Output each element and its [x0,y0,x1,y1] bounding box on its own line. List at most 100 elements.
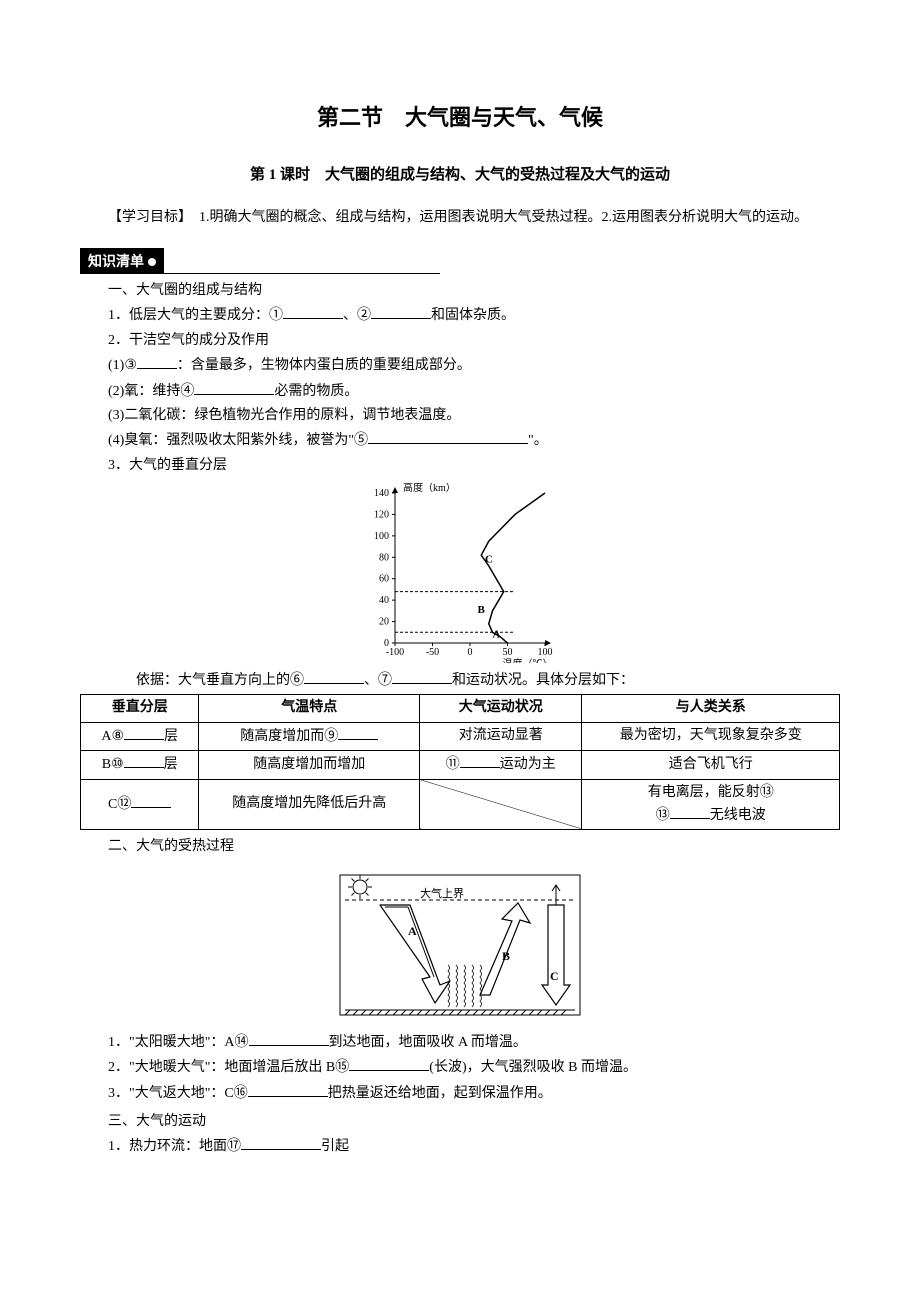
layers-table: 垂直分层 气温特点 大气运动状况 与人类关系 A⑧ 层 随高度增加而⑨ 对流运动显… [80,694,840,830]
svg-text:C: C [485,554,493,566]
sec1-line2: 2．干洁空气的成分及作用 [108,330,840,352]
text: 把热量返还给地面，起到保温作用。 [328,1086,552,1101]
blank-7[interactable] [392,669,452,684]
svg-text:100: 100 [374,531,389,542]
section-label: 知识清单 [80,248,164,274]
svg-text:100: 100 [538,647,553,658]
sec3-line1: 1．热力环流：地面⑰ 引起 [108,1135,840,1158]
blank-4[interactable] [194,380,274,395]
text: 、② [343,308,371,323]
text: 2．"大地暖大气"：地面增温后放出 B⑮ [108,1060,349,1075]
blank-17[interactable] [241,1135,321,1150]
cell-a-temp: 随高度增加而⑨ [199,722,420,750]
text: 必需的物质。 [274,384,358,399]
svg-text:50: 50 [503,647,513,658]
blank-13[interactable] [670,804,710,819]
sec1-line2-3: (3)二氧化碳：绿色植物光合作用的原料，调节地表温度。 [108,405,840,427]
th-temp: 气温特点 [199,695,420,722]
sec1-line2-2: (2)氧：维持④必需的物质。 [108,380,840,403]
table-row: C⑫ 随高度增加先降低后升高 有电离层，能反射⑬⑬无线电波无线电波 [81,779,840,830]
text: 依据：大气垂直方向上的⑥ [136,673,304,688]
sec2-line3: 3．"大气返大地"：C⑯ 把热量返还给地面，起到保温作用。 [108,1082,840,1105]
svg-text:140: 140 [374,488,389,499]
blank-10[interactable] [124,753,164,768]
th-layer: 垂直分层 [81,695,199,722]
svg-text:大气上界: 大气上界 [420,886,464,900]
text: 1．低层大气的主要成分：① [108,308,283,323]
text: 运动为主 [500,757,556,772]
text: (1)③ [108,358,137,373]
blank-16[interactable] [248,1082,328,1097]
svg-text:20: 20 [379,617,389,628]
blank-8[interactable] [124,725,164,740]
text: 层 [164,729,178,744]
th-relation: 与人类关系 [582,695,840,722]
text: 到达地面，地面吸收 A 而增温。 [329,1035,527,1050]
blank-11[interactable] [460,753,500,768]
sec1-line2-4: (4)臭氧：强烈吸收太阳紫外线，被誉为"⑤ "。 [108,429,840,452]
learning-objectives: 【学习目标】 1.明确大气圈的概念、组成与结构，运用图表说明大气受热过程。2.运… [80,207,840,229]
text: ⑬ [656,808,670,823]
blank-12[interactable] [131,793,171,808]
basis: 依据：大气垂直方向上的⑥ 、⑦ 和运动状况。具体分层如下： [108,669,840,692]
text: B⑩ [102,757,124,772]
th-motion: 大气运动状况 [419,695,581,722]
basis-line: 依据：大气垂直方向上的⑥ 、⑦ 和运动状况。具体分层如下： [108,669,840,692]
text: 层 [164,757,178,772]
blank-9[interactable] [338,725,378,740]
blank-15[interactable] [349,1056,429,1071]
text: 引起 [321,1139,349,1154]
svg-text:60: 60 [379,574,389,585]
text: ⑪ [446,757,460,772]
heat-diagram: 大气上界 A B C [80,865,840,1025]
text: 3．"大气返大地"：C⑯ [108,1086,248,1101]
blank-14[interactable] [249,1031,329,1046]
text: 1．热力环流：地面⑰ [108,1139,241,1154]
svg-text:A: A [408,924,417,938]
cell-a-layer: A⑧ 层 [81,722,199,750]
svg-text:C: C [550,969,559,983]
svg-text:B: B [502,949,510,963]
text: "。 [528,433,548,448]
text: 1．"太阳暖大地"：A⑭ [108,1035,249,1050]
sec1-heading: 一、大气圈的组成与结构 [108,280,840,302]
text: 和固体杂质。 [431,308,515,323]
blank-3[interactable] [137,354,177,369]
text: A⑧ [101,729,124,744]
blank-2[interactable] [371,304,431,319]
main-title: 第二节 大气圈与天气、气候 [80,100,840,135]
text: C⑫ [108,797,131,812]
sub-title: 第 1 课时 大气圈的组成与结构、大气的受热过程及大气的运动 [80,163,840,187]
sec1-line2-1: (1)③ ：含量最多，生物体内蛋白质的重要组成部分。 [108,354,840,377]
text: ：含量最多，生物体内蛋白质的重要组成部分。 [177,358,471,373]
svg-text:高度（km）: 高度（km） [403,483,456,494]
cell-a-motion: 对流运动显著 [419,722,581,750]
atmosphere-chart: 020406080100120140高度（km）-100-50050100温度（… [80,483,840,663]
text: 、⑦ [364,673,392,688]
svg-text:40: 40 [379,595,389,606]
svg-text:80: 80 [379,552,389,563]
cell-c-temp: 随高度增加先降低后升高 [199,779,420,830]
section-2-text: 1．"太阳暖大地"：A⑭ 到达地面，地面吸收 A 而增温。 2．"大地暖大气"：地… [108,1031,840,1159]
text: 有电离层，能反射⑬ [648,785,774,800]
svg-text:A: A [493,629,501,641]
svg-text:-50: -50 [426,647,439,658]
text: 和运动状况。具体分层如下： [452,673,634,688]
cell-b-relation: 适合飞机飞行 [582,751,840,779]
section-2: 二、大气的受热过程 [108,836,840,858]
sec2-line2: 2．"大地暖大气"：地面增温后放出 B⑮(长波)，大气强烈吸收 B 而增温。 [108,1056,840,1079]
diagram-svg: 大气上界 A B C [330,865,590,1025]
cell-b-motion: ⑪ 运动为主 [419,751,581,779]
text: (4)臭氧：强烈吸收太阳紫外线，被誉为"⑤ [108,433,368,448]
cell-b-temp: 随高度增加而增加 [199,751,420,779]
sec2-heading: 二、大气的受热过程 [108,836,840,858]
cell-c-layer: C⑫ [81,779,199,830]
cell-a-relation: 最为密切，天气现象复杂多变 [582,722,840,750]
section-1: 一、大气圈的组成与结构 1．低层大气的主要成分：① 、② 和固体杂质。 2．干洁空气… [108,280,840,477]
cell-c-relation: 有电离层，能反射⑬⑬无线电波无线电波 [582,779,840,830]
chart-svg: 020406080100120140高度（km）-100-50050100温度（… [340,483,580,663]
blank-6[interactable] [304,669,364,684]
text: 无线电波 [710,808,766,823]
blank-1[interactable] [283,304,343,319]
blank-5[interactable] [368,429,528,444]
